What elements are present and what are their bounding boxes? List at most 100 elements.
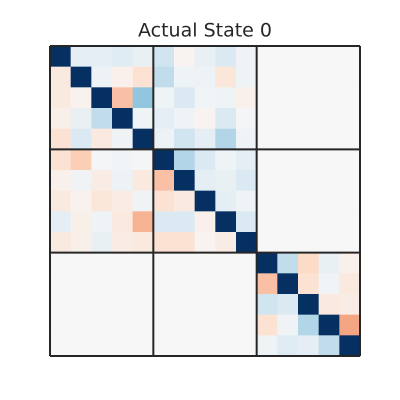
heatmap-cell: [70, 128, 92, 150]
heatmap-cell: [174, 232, 195, 253]
heatmap-cell: [215, 211, 237, 233]
heatmap-cell: [277, 190, 299, 212]
heatmap-cell: [70, 211, 92, 233]
heatmap-cell: [277, 273, 299, 295]
heatmap-cell: [194, 252, 216, 274]
heatmap-cell: [215, 108, 237, 129]
heatmap-cell: [153, 335, 175, 357]
heatmap-cell: [277, 335, 299, 357]
heatmap-cell: [112, 232, 133, 253]
heatmap-cell: [277, 87, 299, 109]
heatmap-cell: [50, 190, 71, 212]
heatmap-cell: [318, 314, 340, 336]
heatmap-cell: [277, 66, 299, 88]
heatmap-cell: [318, 46, 340, 67]
heatmap-cell: [339, 211, 361, 233]
heatmap-cell: [112, 66, 133, 88]
heatmap-cell: [153, 170, 175, 191]
heatmap-cell: [277, 149, 299, 171]
heatmap-cell: [215, 66, 237, 88]
heatmap-cell: [277, 211, 299, 233]
heatmap-cell: [339, 128, 361, 150]
heatmap-cell: [91, 87, 113, 109]
heatmap-cell: [174, 314, 195, 336]
heatmap-cell: [153, 211, 175, 233]
heatmap-cell: [256, 128, 278, 150]
heatmap-cell: [318, 149, 340, 171]
heatmap-cell: [132, 273, 154, 295]
heatmap-cell: [256, 170, 278, 191]
heatmap-cell: [277, 46, 299, 67]
heatmap-cell: [50, 87, 71, 109]
heatmap-cell: [91, 190, 113, 212]
heatmap-cell: [318, 66, 340, 88]
heatmap-cell: [174, 170, 195, 191]
heatmap-cell: [298, 211, 319, 233]
heatmap-cell: [318, 190, 340, 212]
heatmap-cell: [91, 46, 113, 67]
heatmap-cell: [50, 128, 71, 150]
heatmap-cell: [194, 46, 216, 67]
heatmap-cell: [91, 170, 113, 191]
heatmap-cell: [194, 128, 216, 150]
heatmap-cell: [153, 252, 175, 274]
heatmap-cell: [174, 211, 195, 233]
heatmap-cell: [298, 252, 319, 274]
heatmap-cell: [215, 149, 237, 171]
heatmap-cell: [215, 252, 237, 274]
heatmap-cell: [236, 170, 257, 191]
heatmap-cell: [339, 190, 361, 212]
heatmap-cell: [132, 314, 154, 336]
heatmap-cell: [339, 149, 361, 171]
heatmap-cell: [70, 108, 92, 129]
heatmap-cell: [194, 273, 216, 295]
heatmap-cell: [153, 294, 175, 315]
heatmap-cell: [215, 314, 237, 336]
heatmap-cell: [112, 149, 133, 171]
heatmap-cell: [50, 252, 71, 274]
heatmap-cell: [215, 294, 237, 315]
heatmap-cell: [174, 149, 195, 171]
heatmap-cell: [215, 46, 237, 67]
heatmap-cell: [298, 170, 319, 191]
heatmap-cell: [91, 252, 113, 274]
heatmap-cell: [153, 314, 175, 336]
heatmap-cell: [298, 190, 319, 212]
heatmap-cell: [112, 252, 133, 274]
heatmap-cell: [215, 190, 237, 212]
heatmap-cell: [339, 294, 361, 315]
heatmap-cell: [91, 66, 113, 88]
heatmap-cell: [318, 294, 340, 315]
heatmap-cell: [91, 149, 113, 171]
heatmap-cell: [50, 211, 71, 233]
heatmap-cell: [91, 294, 113, 315]
heatmap-cell: [70, 252, 92, 274]
heatmap-cell: [298, 232, 319, 253]
heatmap-cell: [277, 294, 299, 315]
heatmap-cell: [153, 273, 175, 295]
heatmap-cell: [50, 66, 71, 88]
heatmap-cell: [132, 335, 154, 357]
heatmap-cell: [277, 314, 299, 336]
heatmap-cell: [194, 294, 216, 315]
heatmap-cell: [277, 128, 299, 150]
heatmap-cell: [256, 46, 278, 67]
heatmap-cell: [256, 294, 278, 315]
heatmap-cell: [194, 314, 216, 336]
heatmap-cell: [318, 128, 340, 150]
heatmap-cell: [174, 335, 195, 357]
heatmap-cell: [256, 190, 278, 212]
heatmap-cell: [215, 232, 237, 253]
heatmap-cell: [50, 273, 71, 295]
heatmap-cell: [153, 232, 175, 253]
heatmap-cell: [194, 108, 216, 129]
heatmap-cell: [132, 170, 154, 191]
heatmap-cell: [91, 314, 113, 336]
heatmap-cell: [112, 87, 133, 109]
heatmap-cell: [91, 108, 113, 129]
heatmap-cell: [236, 190, 257, 212]
heatmap-cell: [132, 128, 154, 150]
heatmap-cell: [70, 294, 92, 315]
heatmap-cell: [256, 149, 278, 171]
